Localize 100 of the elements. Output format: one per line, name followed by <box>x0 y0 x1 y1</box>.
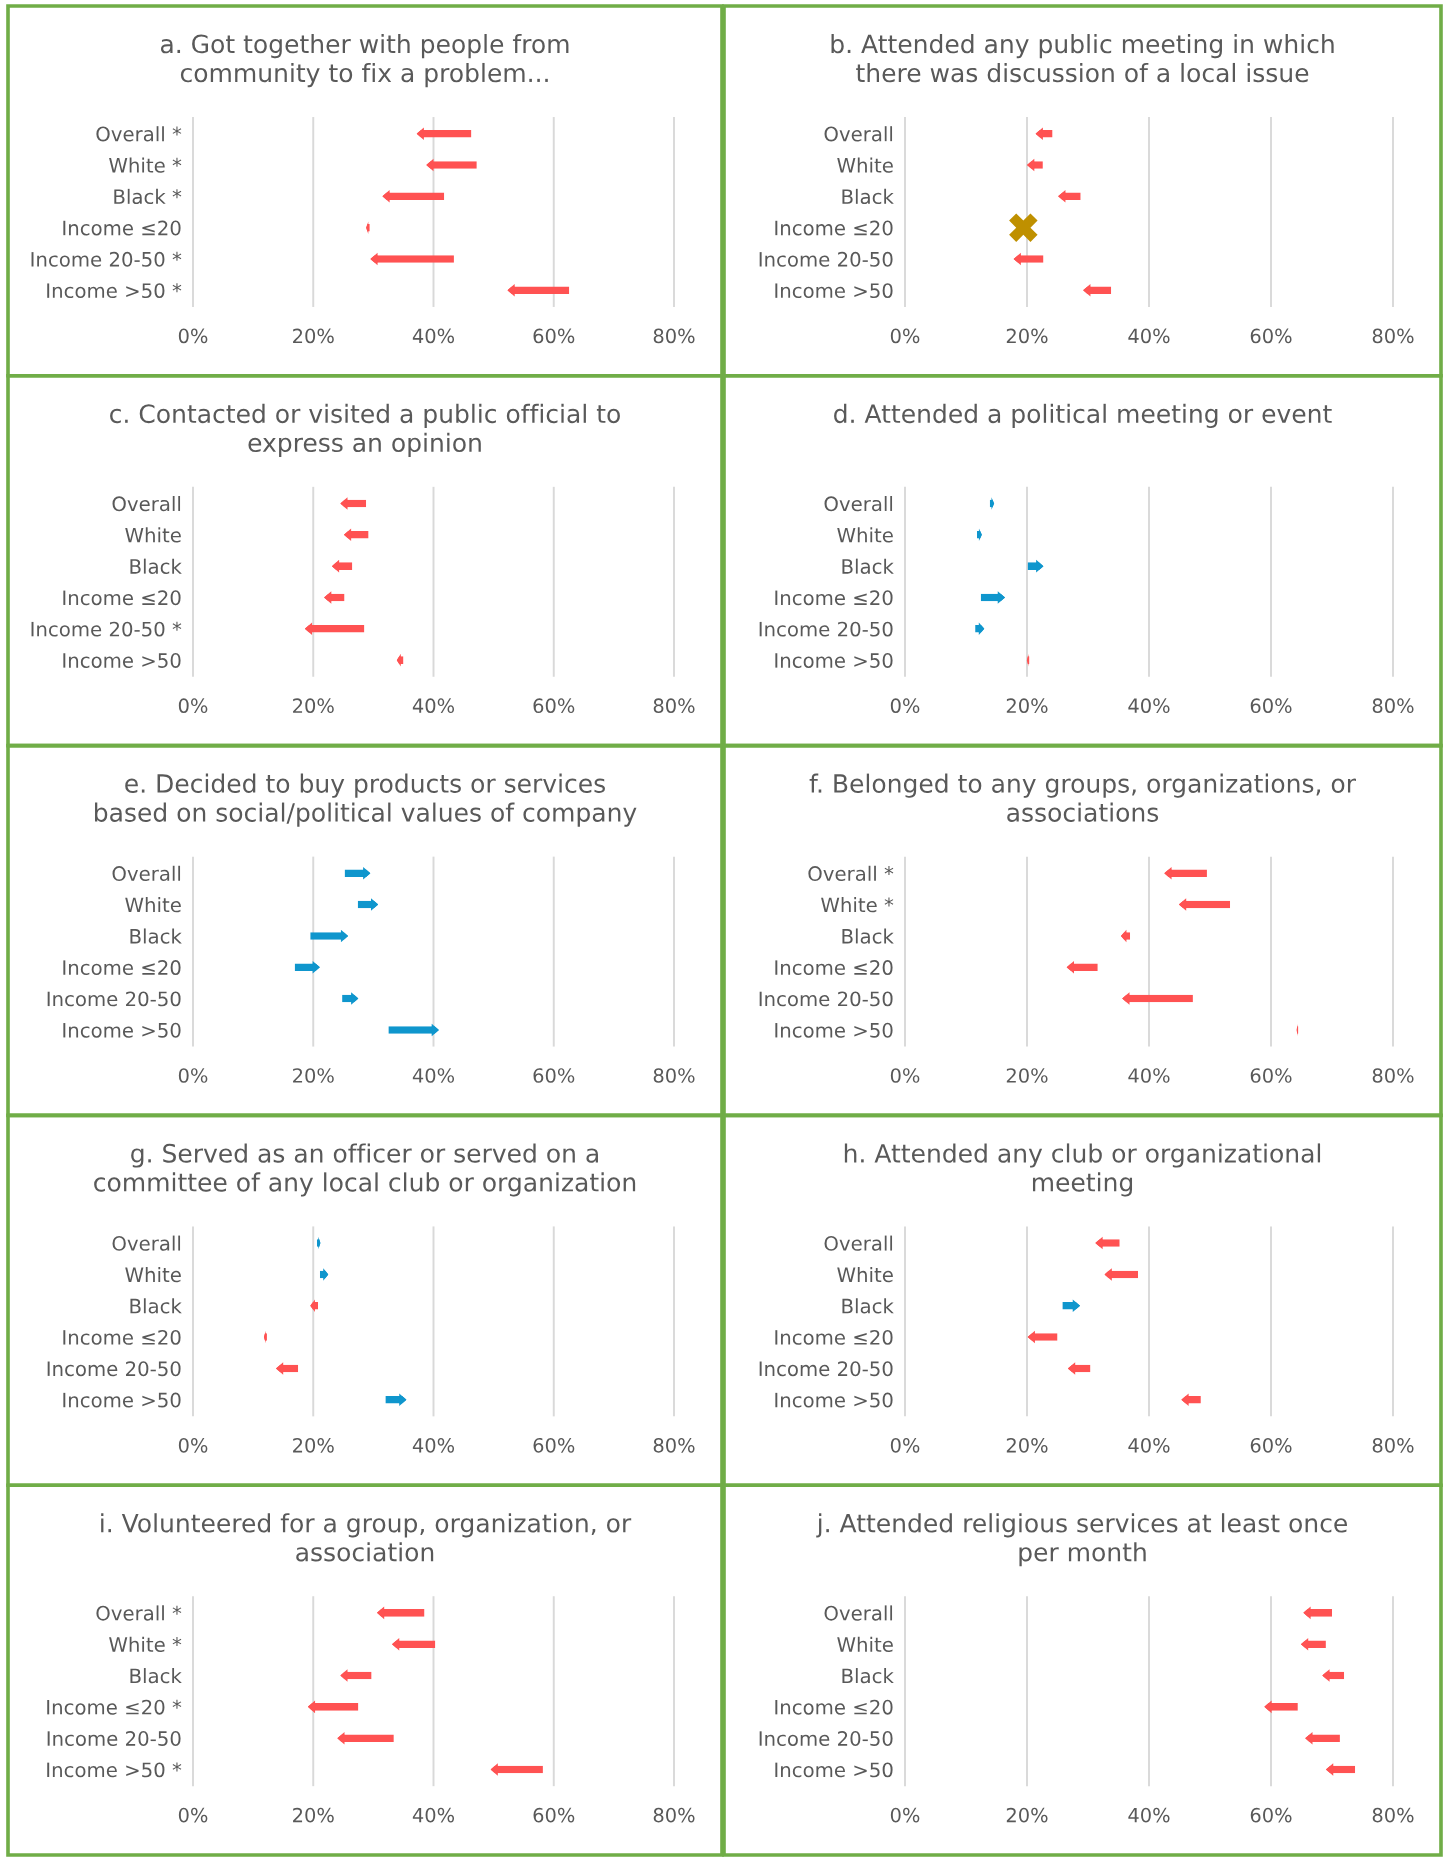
x-tick-label: 40% <box>412 1807 455 1823</box>
y-tick-label: Income ≤20 <box>775 590 893 606</box>
chart-title: g. Served as an officer or served on a committee of any local club or organization <box>94 1143 636 1197</box>
x-tick-label: 20% <box>293 1068 334 1083</box>
chart-title: a. Got together with people from community to fix a problem... <box>160 34 569 88</box>
x-tick-label: 60% <box>1250 1068 1292 1083</box>
x-tick-label: 40% <box>1128 1807 1170 1823</box>
y-tick-label: Income >50 <box>63 1392 181 1408</box>
x-tick-label: 0% <box>178 1437 208 1453</box>
y-tick-label: Black <box>842 1668 894 1684</box>
y-tick-label: Overall <box>112 495 181 512</box>
chart-title: c. Contacted or visited a public official to express an opinion <box>110 403 620 457</box>
x-tick-label: 20% <box>293 698 334 714</box>
y-tick-label: White <box>837 527 893 543</box>
x-tick-label: 60% <box>533 328 575 344</box>
y-tick-label: White * <box>109 157 182 173</box>
chart-title: b. Attended any public meeting in which there was discussion of a local issue <box>831 34 1334 83</box>
y-tick-label: Income 20-50 <box>759 991 893 1007</box>
y-tick-label: Income 20-50 <box>47 991 181 1007</box>
x-tick-label: 0% <box>178 1807 208 1823</box>
y-tick-label: Income ≤20 <box>63 960 181 976</box>
y-tick-label: Black <box>130 558 182 574</box>
y-tick-label: Income >50 <box>775 1392 893 1408</box>
y-tick-label: Overall <box>824 495 893 512</box>
chart-title: j. Attended religious services at least once per month <box>816 1513 1347 1567</box>
x-tick-label: 60% <box>1250 328 1292 344</box>
y-tick-label: Income >50 <box>775 1762 893 1778</box>
y-tick-label: Income 20-50 <box>759 621 893 637</box>
y-tick-label: Income 20-50 <box>47 1361 181 1377</box>
x-tick-label: 60% <box>533 698 575 714</box>
x-tick-label: 40% <box>1128 698 1170 714</box>
chart-title: h. Attended any club or organizational meeting <box>844 1143 1321 1197</box>
x-tick-label: 80% <box>653 328 695 344</box>
x-tick-label: 80% <box>1372 1068 1414 1083</box>
y-tick-label: White <box>125 1266 181 1283</box>
y-tick-label: Income 20-50 <box>759 1731 893 1746</box>
x-tick-label: 80% <box>653 1068 695 1083</box>
x-tick-label: 60% <box>533 1807 575 1823</box>
x-tick-label: 20% <box>1006 1068 1048 1083</box>
y-tick-label: Income >50 <box>63 652 181 668</box>
y-tick-label: White <box>125 527 181 543</box>
y-tick-label: Income >50 * <box>47 1762 182 1778</box>
x-tick-label: 40% <box>1128 1068 1170 1083</box>
x-tick-label: 20% <box>293 328 334 344</box>
x-tick-label: 0% <box>178 698 208 714</box>
y-tick-label: Overall <box>824 1605 893 1621</box>
x-tick-label: 0% <box>178 328 208 344</box>
x-tick-label: 60% <box>1250 1437 1292 1453</box>
y-tick-label: Income ≤20 <box>775 1329 893 1345</box>
x-tick-label: 40% <box>412 1437 455 1453</box>
y-tick-label: Black <box>842 188 894 205</box>
y-tick-label: White <box>125 897 181 913</box>
x-tick-label: 40% <box>412 328 455 344</box>
y-tick-label: White <box>837 157 893 173</box>
y-tick-label: Income 20-50 <box>759 1361 893 1377</box>
y-tick-label: Black <box>842 928 894 944</box>
y-tick-label: Black <box>130 1668 182 1684</box>
chart-title: d. Attended a political meeting or event <box>834 403 1332 428</box>
y-tick-label: White * <box>109 1636 182 1652</box>
x-tick-label: 80% <box>653 1437 695 1453</box>
x-tick-label: 20% <box>1006 328 1048 344</box>
x-tick-label: 40% <box>1128 1437 1170 1453</box>
x-tick-label: 0% <box>890 1437 920 1453</box>
x-tick-label: 60% <box>1250 698 1292 714</box>
y-tick-label: Income ≤20 * <box>47 1699 182 1715</box>
y-tick-label: White <box>837 1636 893 1652</box>
y-tick-label: Black <box>130 928 182 944</box>
x-tick-label: 80% <box>653 698 695 714</box>
y-tick-label: Black <box>842 1298 894 1314</box>
y-tick-label: Income 20-50 * <box>31 621 182 637</box>
x-tick-label: 80% <box>1372 1437 1414 1453</box>
x-tick-label: 40% <box>412 698 455 714</box>
x-tick-label: 20% <box>1006 1807 1048 1823</box>
x-tick-label: 20% <box>1006 1437 1048 1453</box>
y-tick-label: Black * <box>114 188 182 205</box>
x-tick-label: 40% <box>1128 328 1170 344</box>
y-tick-label: Black <box>130 1298 182 1314</box>
y-tick-label: Income 20-50 * <box>31 251 182 267</box>
y-tick-label: Income ≤20 <box>63 220 181 236</box>
x-tick-label: 0% <box>890 698 920 714</box>
y-tick-label: Income ≤20 <box>63 590 181 606</box>
y-tick-label: Income >50 * <box>47 283 182 299</box>
x-tick-label: 80% <box>653 1807 695 1823</box>
y-tick-label: Overall * <box>96 1605 182 1621</box>
y-tick-label: Income 20-50 <box>759 251 893 267</box>
y-tick-label: Income ≤20 <box>63 1329 181 1345</box>
x-tick-label: 80% <box>1372 698 1414 714</box>
y-tick-label: Income >50 <box>775 652 893 668</box>
y-tick-label: Overall <box>824 1235 893 1251</box>
chart-title: i. Volunteered for a group, organization, or association <box>101 1513 632 1562</box>
chart-title: f. Belonged to any groups, organizations, or associations <box>809 773 1356 822</box>
y-tick-label: Income ≤20 <box>775 960 893 976</box>
x-tick-label: 20% <box>293 1437 334 1453</box>
y-tick-label: Income >50 <box>775 283 893 299</box>
x-tick-label: 60% <box>533 1068 575 1083</box>
x-tick-label: 20% <box>293 1807 334 1823</box>
y-tick-label: Black <box>842 558 894 574</box>
y-tick-label: Income 20-50 <box>47 1731 181 1746</box>
y-tick-label: Income ≤20 <box>775 1699 893 1715</box>
y-tick-label: White <box>837 1266 893 1283</box>
